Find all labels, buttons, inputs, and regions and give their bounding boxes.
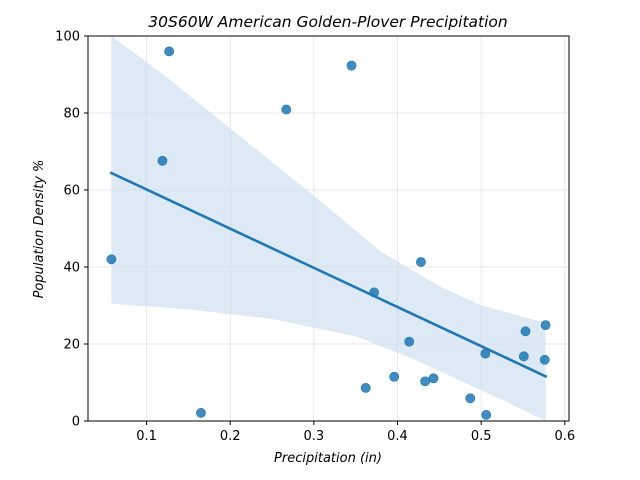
y-axis-ticks: 0 20 40 60 80 100 (55, 30, 88, 430)
data-point (420, 376, 431, 387)
y-tick-label: 0 (72, 415, 80, 430)
data-point (106, 254, 117, 265)
regression-line (109, 171, 548, 379)
x-tick-label: 0.6 (554, 429, 575, 444)
data-point (416, 257, 426, 267)
data-point (360, 382, 371, 393)
data-point (196, 408, 206, 418)
data-point (164, 46, 175, 57)
data-point (518, 351, 529, 362)
data-points (106, 46, 551, 420)
data-point (157, 155, 168, 166)
x-tick-label: 0.1 (136, 429, 157, 444)
y-tick-label: 80 (63, 107, 80, 122)
y-tick-label: 100 (55, 30, 80, 45)
regression-line-layer (109, 171, 548, 379)
data-point (404, 336, 415, 347)
plot-frame (87, 35, 570, 422)
x-tick-label: 0.2 (220, 429, 241, 444)
data-point (389, 371, 400, 382)
y-axis-label: Population Density % (32, 160, 47, 299)
data-point (540, 320, 551, 331)
data-point (465, 393, 476, 404)
data-point (346, 60, 357, 71)
y-tick-label: 20 (63, 338, 80, 353)
x-axis-label: Precipitation (in) (274, 451, 382, 466)
data-point (369, 287, 379, 298)
data-point (520, 326, 531, 337)
x-tick-label: 0.3 (304, 429, 325, 444)
x-axis-ticks: 0.1 0.2 0.3 0.4 0.5 0.6 (136, 421, 575, 444)
y-tick-label: 60 (63, 184, 80, 199)
data-point (281, 104, 292, 115)
chart-title: 30S60W American Golden-Plover Precipitat… (148, 13, 507, 31)
x-tick-label: 0.5 (471, 429, 492, 444)
y-tick-label: 40 (63, 261, 80, 276)
data-point (481, 409, 492, 420)
data-point (480, 348, 491, 359)
data-point (539, 354, 550, 365)
data-point (428, 373, 439, 384)
x-tick-label: 0.4 (387, 429, 408, 444)
